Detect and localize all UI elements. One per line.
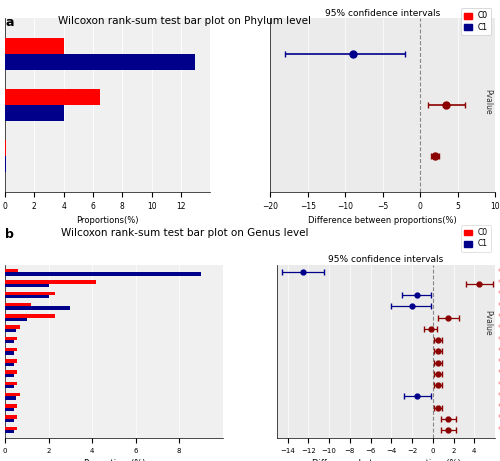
Text: Pvalue: Pvalue [483,89,492,114]
Bar [5,303,31,306]
Text: *: * [498,403,500,412]
Bar [5,292,55,295]
Bar [5,382,17,385]
Text: **: ** [498,414,500,423]
Text: *: * [498,313,500,322]
Text: b: b [5,228,14,241]
Text: *: * [498,358,500,367]
Bar [5,325,20,329]
Bar [5,272,201,276]
Legend: C0, C1: C0, C1 [461,225,491,252]
X-axis label: Proportions(%): Proportions(%) [82,459,145,461]
Bar [5,396,16,400]
Text: **: ** [498,279,500,288]
Bar [5,374,14,377]
Bar [5,284,49,287]
Title: 95% confidence intervals: 95% confidence intervals [328,255,444,264]
Bar [5,408,14,411]
Bar [5,340,14,343]
Bar [5,314,55,318]
Bar [5,89,100,105]
Text: *: * [498,324,500,333]
Text: Wilcoxon rank-sum test bar plot on Genus level: Wilcoxon rank-sum test bar plot on Genus… [61,228,309,238]
Bar [5,393,20,396]
Bar [5,404,17,408]
Text: Wilcoxon rank-sum test bar plot on Phylum level: Wilcoxon rank-sum test bar plot on Phylu… [58,16,312,26]
Bar [5,348,17,351]
Bar [5,318,27,321]
Text: a: a [5,16,14,29]
Bar [5,329,16,332]
Text: *: * [498,369,500,378]
Bar [5,38,64,54]
Bar [5,280,96,284]
X-axis label: Proportions(%): Proportions(%) [76,216,139,225]
Bar [5,105,64,121]
Bar [5,427,17,430]
Text: ***: *** [498,268,500,277]
Bar [5,385,14,389]
X-axis label: Difference between proportions(%): Difference between proportions(%) [308,216,457,225]
Text: *: * [498,392,500,401]
Bar [5,430,14,433]
Bar [5,140,6,156]
Legend: C0, C1: C0, C1 [461,8,491,35]
Bar [5,269,18,272]
Bar [5,362,14,366]
Bar [5,295,49,298]
Bar [5,351,14,355]
Bar [5,54,196,71]
Text: *: * [498,302,500,311]
Text: *: * [498,347,500,356]
Bar [5,370,17,374]
X-axis label: Difference between proportions(%): Difference between proportions(%) [312,459,460,461]
Title: 95% confidence intervals: 95% confidence intervals [325,9,440,18]
Text: *: * [498,426,500,435]
Bar [5,359,17,362]
Text: *: * [498,290,500,300]
Bar [5,419,14,422]
Bar [5,337,17,340]
Bar [5,156,6,172]
Bar [5,306,70,310]
Text: Pvalue: Pvalue [483,310,492,336]
Bar [5,415,17,419]
Text: **: ** [498,336,500,344]
Text: *: * [498,380,500,390]
